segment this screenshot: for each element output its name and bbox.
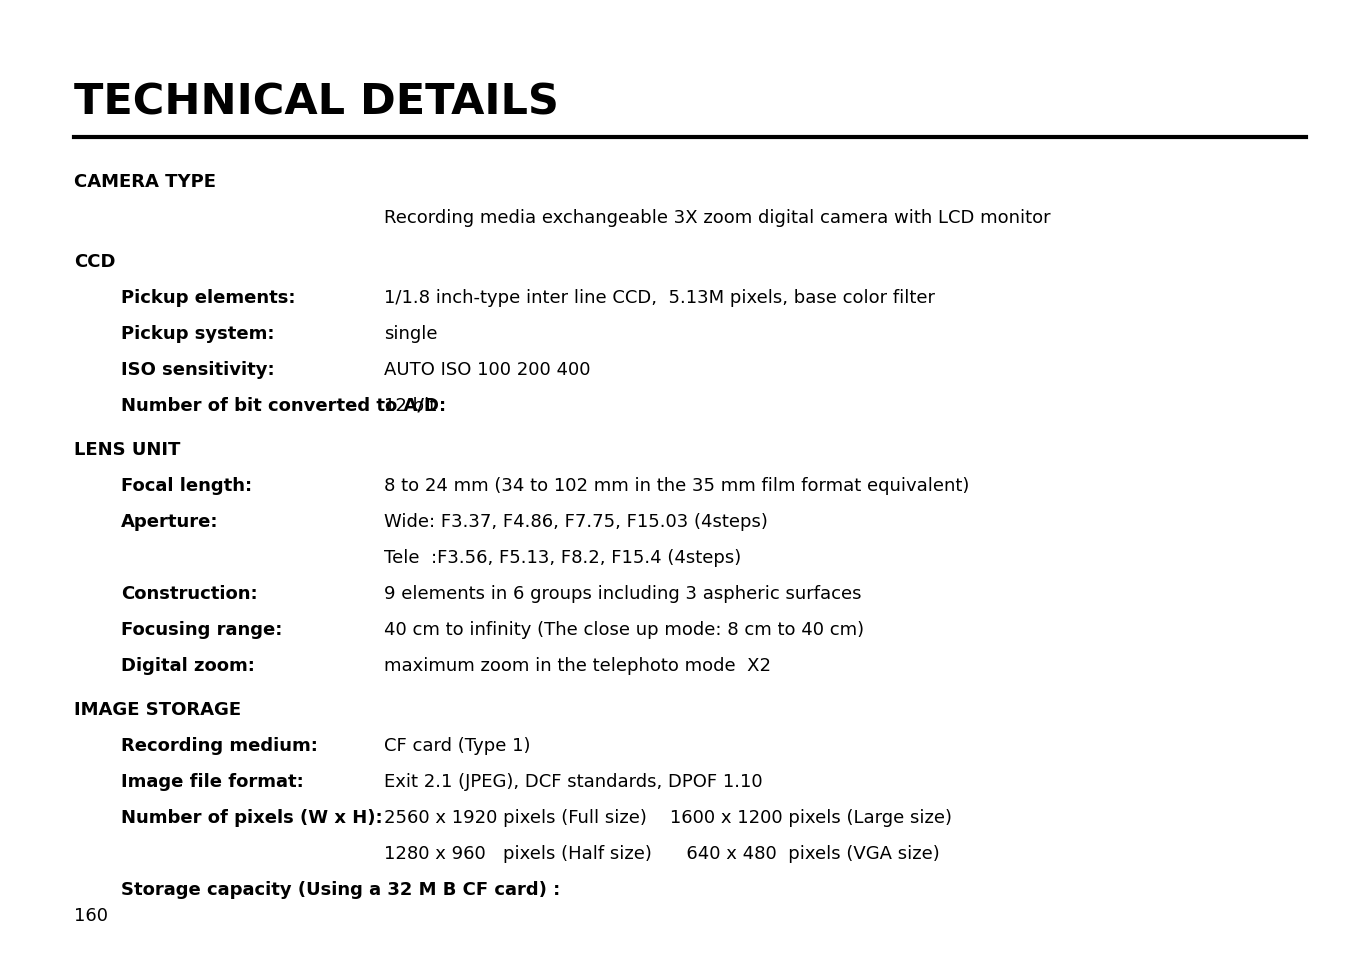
Text: Tele  :F3.56, F5.13, F8.2, F15.4 (4steps): Tele :F3.56, F5.13, F8.2, F15.4 (4steps) [384, 548, 740, 566]
Text: CF card (Type 1): CF card (Type 1) [384, 737, 530, 754]
Text: CCD: CCD [74, 253, 116, 271]
Text: LENS UNIT: LENS UNIT [74, 440, 180, 458]
Text: Recording medium:: Recording medium: [121, 737, 318, 754]
Text: Pickup elements:: Pickup elements: [121, 289, 296, 306]
Text: Focal length:: Focal length: [121, 476, 252, 495]
Text: 1/1.8 inch-type inter line CCD,  5.13M pixels, base color filter: 1/1.8 inch-type inter line CCD, 5.13M pi… [384, 289, 934, 306]
Text: Construction:: Construction: [121, 584, 258, 602]
Text: 2560 x 1920 pixels (Full size)    1600 x 1200 pixels (Large size): 2560 x 1920 pixels (Full size) 1600 x 12… [384, 808, 952, 826]
Text: 12 bit: 12 bit [384, 396, 436, 415]
Text: ISO sensitivity:: ISO sensitivity: [121, 360, 275, 378]
Text: Exit 2.1 (JPEG), DCF standards, DPOF 1.10: Exit 2.1 (JPEG), DCF standards, DPOF 1.1… [384, 772, 762, 790]
Text: single: single [384, 324, 437, 342]
Text: Aperture:: Aperture: [121, 513, 218, 530]
Text: Number of bit converted to A/D:: Number of bit converted to A/D: [121, 396, 447, 415]
Text: Digital zoom:: Digital zoom: [121, 657, 254, 675]
Text: Focusing range:: Focusing range: [121, 620, 283, 639]
Text: 9 elements in 6 groups including 3 aspheric surfaces: 9 elements in 6 groups including 3 asphe… [384, 584, 861, 602]
Text: CAMERA TYPE: CAMERA TYPE [74, 172, 215, 191]
Text: 1280 x 960   pixels (Half size)      640 x 480  pixels (VGA size): 1280 x 960 pixels (Half size) 640 x 480 … [384, 844, 940, 862]
Text: Storage capacity (Using a 32 M B CF card) :: Storage capacity (Using a 32 M B CF card… [121, 881, 560, 899]
Text: TECHNICAL DETAILS: TECHNICAL DETAILS [74, 81, 559, 123]
Text: Image file format:: Image file format: [121, 772, 304, 790]
Text: maximum zoom in the telephoto mode  X2: maximum zoom in the telephoto mode X2 [384, 657, 771, 675]
Text: 8 to 24 mm (34 to 102 mm in the 35 mm film format equivalent): 8 to 24 mm (34 to 102 mm in the 35 mm fi… [384, 476, 969, 495]
Text: Pickup system:: Pickup system: [121, 324, 275, 342]
Text: IMAGE STORAGE: IMAGE STORAGE [74, 700, 241, 719]
Text: AUTO ISO 100 200 400: AUTO ISO 100 200 400 [384, 360, 590, 378]
Text: 40 cm to infinity (The close up mode: 8 cm to 40 cm): 40 cm to infinity (The close up mode: 8 … [384, 620, 864, 639]
Text: 160: 160 [74, 906, 108, 924]
Text: Wide: F3.37, F4.86, F7.75, F15.03 (4steps): Wide: F3.37, F4.86, F7.75, F15.03 (4step… [384, 513, 767, 530]
Text: Recording media exchangeable 3X zoom digital camera with LCD monitor: Recording media exchangeable 3X zoom dig… [384, 209, 1050, 227]
Text: Number of pixels (W x H):: Number of pixels (W x H): [121, 808, 382, 826]
